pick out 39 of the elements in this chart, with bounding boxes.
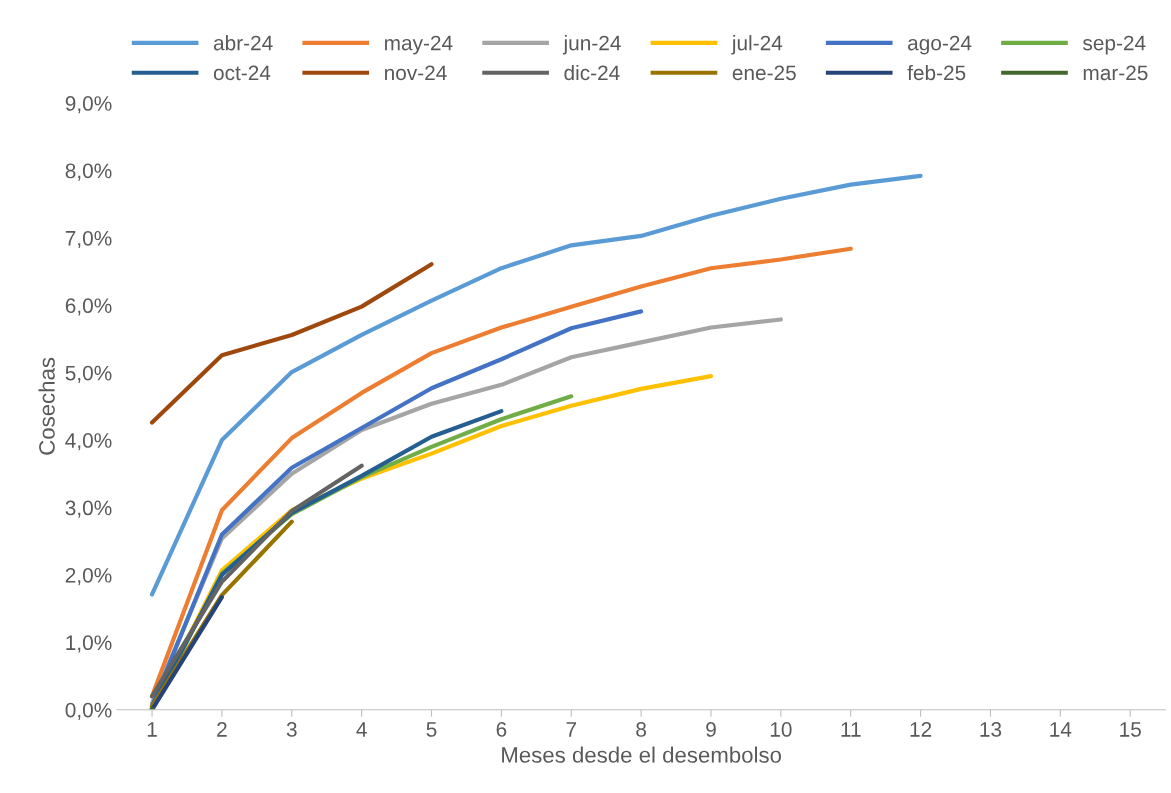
legend-label: ene-25 (732, 65, 796, 81)
legend-label: sep-24 (1082, 35, 1146, 55)
legend-label: dic-24 (564, 64, 620, 81)
x-tick-label: 2 (217, 722, 227, 737)
x-tick-label: 4 (356, 722, 367, 737)
y-tick-label: 8,0% (65, 163, 112, 181)
x-tick-label: 6 (496, 722, 507, 737)
x-tick-label: 12 (910, 722, 932, 737)
y-tick-label: 5,0% (65, 365, 112, 383)
y-tick-label: 3,0% (65, 500, 112, 518)
y-tick-label: 1,0% (66, 635, 112, 653)
legend-label: ago-24 (908, 35, 972, 55)
y-axis-title: Cosechas (38, 357, 55, 455)
legend-label: jun-24 (563, 35, 621, 55)
legend-label: jul-24 (731, 35, 783, 55)
legend-label: mar-25 (1083, 65, 1148, 81)
legend-label: nov-24 (385, 65, 447, 81)
x-tick-label: 11 (841, 722, 861, 737)
legend-label: feb-25 (907, 64, 966, 81)
x-tick-label: 9 (706, 722, 716, 737)
y-tick-label: 0,0% (65, 702, 112, 720)
legend-label: may-24 (385, 35, 453, 55)
x-tick-label: 15 (1120, 722, 1141, 737)
x-tick-label: 1 (147, 722, 157, 737)
x-tick-label: 10 (770, 722, 792, 737)
x-tick-label: 7 (566, 722, 576, 737)
legend-label: oct-24 (213, 65, 271, 81)
y-tick-label: 7,0% (65, 230, 112, 249)
x-tick-label: 5 (426, 722, 437, 737)
x-tick-label: 13 (980, 722, 1002, 737)
y-tick-label: 6,0% (65, 298, 112, 316)
x-axis-title: Meses desde el desembolso (502, 746, 782, 763)
x-tick-label: 8 (636, 722, 647, 737)
y-tick-label: 9,0% (65, 96, 112, 114)
y-tick-label: 2,0% (65, 567, 112, 586)
x-tick-label: 14 (1050, 722, 1072, 737)
y-tick-label: 4,0% (65, 433, 112, 451)
x-tick-label: 3 (286, 722, 297, 737)
legend-label: abr-24 (213, 35, 273, 51)
